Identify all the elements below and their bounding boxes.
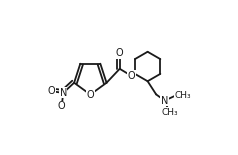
Text: O: O xyxy=(128,71,135,81)
Text: O: O xyxy=(116,48,124,58)
Text: CH₃: CH₃ xyxy=(175,91,191,100)
Text: N: N xyxy=(60,88,67,98)
Text: CH₃: CH₃ xyxy=(161,108,178,117)
Text: O: O xyxy=(58,101,65,111)
Text: O: O xyxy=(86,90,94,100)
Text: N: N xyxy=(161,96,168,106)
Text: O: O xyxy=(48,86,55,96)
